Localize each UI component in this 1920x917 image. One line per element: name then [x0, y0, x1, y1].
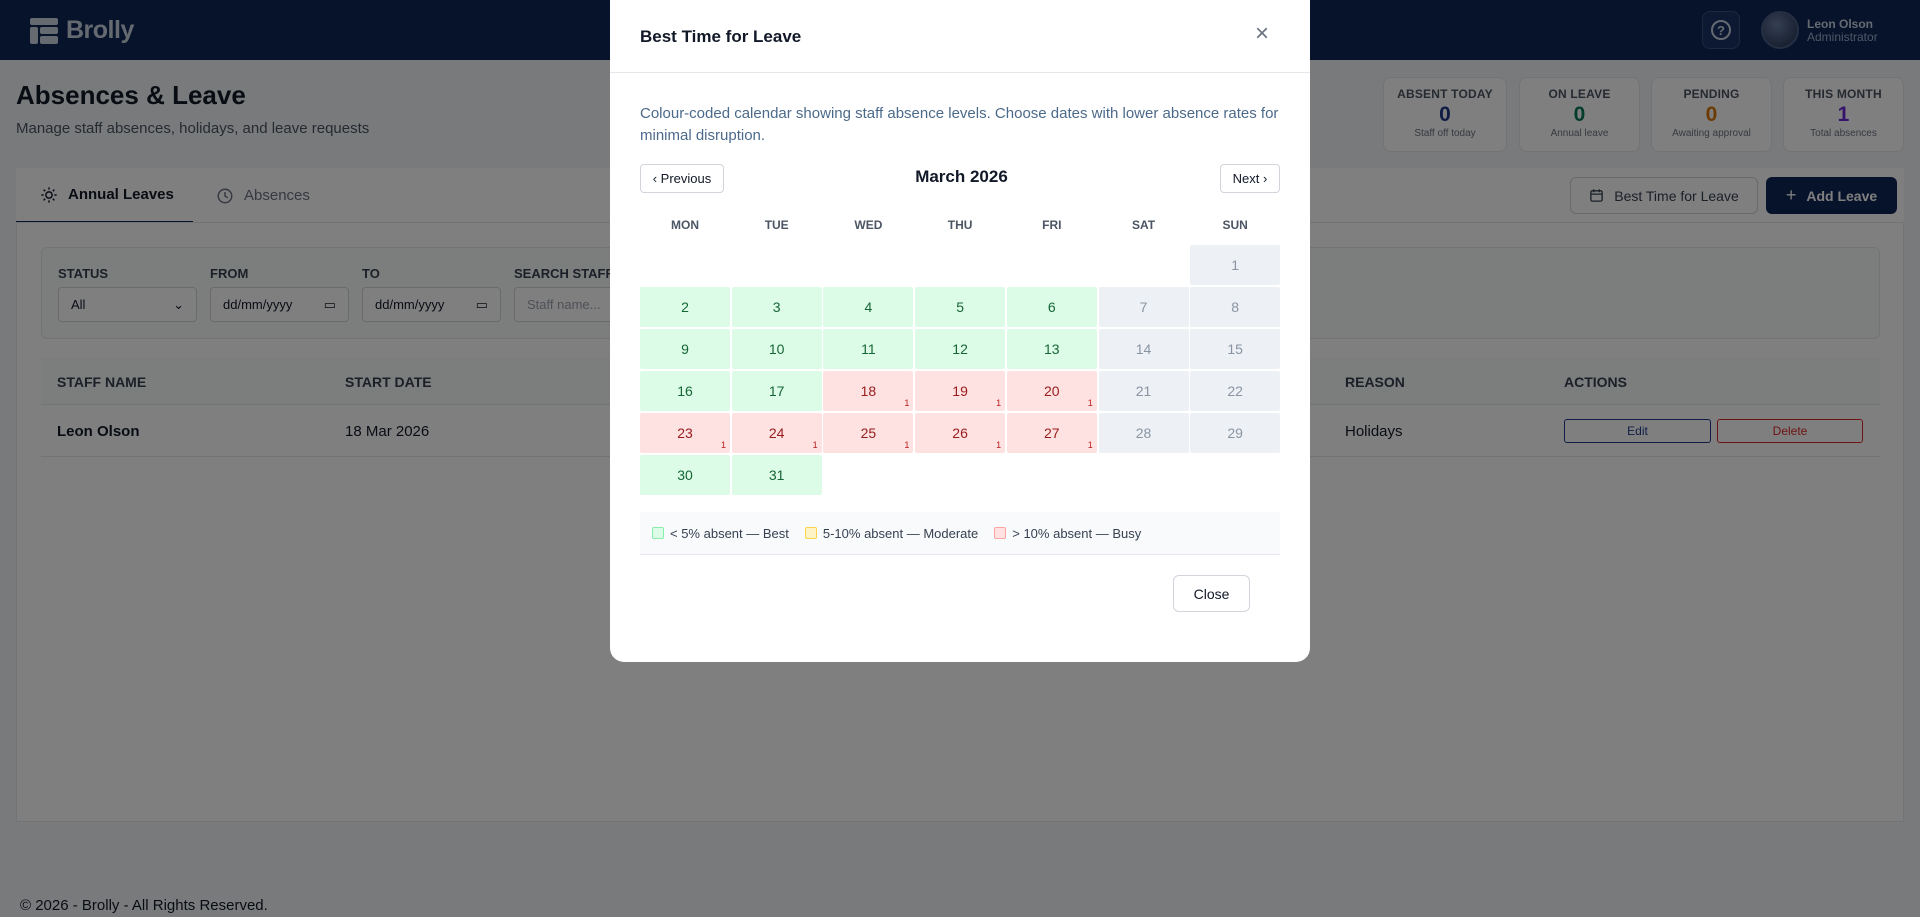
weekday-sun: SUN — [1222, 218, 1248, 232]
weekday-wed: WED — [854, 218, 883, 232]
legend-best: < 5% absent — Best — [652, 526, 789, 541]
next-month-button[interactable]: Next › — [1220, 164, 1280, 193]
day-number: 14 — [1135, 341, 1152, 357]
calendar-day[interactable]: 14 — [1098, 329, 1189, 369]
absence-count: 1 — [996, 398, 1002, 408]
calendar-day[interactable]: 7 — [1098, 287, 1189, 327]
close-button[interactable]: Close — [1173, 575, 1250, 612]
absence-count: 1 — [1087, 440, 1093, 450]
calendar-day[interactable]: 15 — [1190, 329, 1281, 369]
modal-title: Best Time for Leave — [640, 27, 802, 46]
day-number: 8 — [1231, 299, 1240, 315]
calendar-day[interactable]: 12 — [915, 329, 1006, 369]
weekday-fri: FRI — [1042, 218, 1062, 232]
day-number: 20 — [1044, 383, 1060, 399]
absence-count: 1 — [996, 440, 1002, 450]
calendar-day[interactable]: 27 1 — [1006, 413, 1097, 453]
legend-swatch — [652, 527, 664, 539]
calendar-day[interactable]: 20 1 — [1006, 371, 1097, 411]
best-time-modal: Best Time for Leave × Colour-coded calen… — [610, 0, 1310, 662]
calendar-day[interactable]: 30 — [640, 455, 730, 495]
legend-swatch — [994, 527, 1007, 539]
calendar-day[interactable]: 26 1 — [915, 413, 1006, 453]
calendar-day[interactable]: 17 — [731, 371, 822, 411]
day-number: 5 — [956, 299, 964, 315]
absence-count: 1 — [904, 440, 910, 450]
calendar-day[interactable]: 8 — [1190, 287, 1281, 327]
calendar-day[interactable]: 21 — [1098, 371, 1189, 411]
day-number: 29 — [1227, 425, 1243, 441]
weekday-mon: MON — [671, 218, 699, 232]
calendar-day[interactable]: 31 — [731, 455, 822, 495]
day-number: 11 — [861, 341, 876, 357]
day-number: 10 — [768, 341, 785, 357]
calendar-day[interactable]: 1 — [1190, 245, 1281, 285]
day-number: 15 — [1227, 341, 1243, 357]
day-number: 2 — [681, 299, 689, 315]
calendar-day[interactable]: 4 — [823, 287, 914, 327]
weekday-tue: TUE — [764, 218, 789, 232]
calendar-day[interactable]: 18 1 — [823, 371, 914, 411]
calendar-day[interactable]: 23 1 — [640, 413, 730, 453]
weekday-sat: SAT — [1131, 218, 1156, 232]
modal-divider — [610, 72, 1310, 73]
day-number: 25 — [860, 425, 877, 441]
absence-count: 1 — [904, 398, 910, 408]
legend-moderate: 5-10% absent — Moderate — [804, 525, 979, 541]
calendar-day[interactable]: 16 — [640, 371, 730, 411]
day-number: 27 — [1044, 425, 1060, 441]
day-number: 22 — [1227, 383, 1243, 399]
calendar-day[interactable]: 5 — [915, 287, 1006, 327]
legend-swatch — [804, 527, 817, 539]
day-number: 12 — [952, 341, 968, 357]
legend-label: 5-10% absent — Moderate — [822, 525, 979, 541]
day-number: 17 — [768, 383, 785, 399]
absence-count: 1 — [1087, 398, 1093, 408]
day-number: 7 — [1139, 299, 1148, 315]
calendar-day[interactable]: 2 — [640, 287, 730, 327]
legend-label: > 10% absent — Busy — [1012, 525, 1142, 541]
absence-count: 1 — [720, 440, 726, 450]
modal-description: Colour-coded calendar showing staff abse… — [640, 105, 1279, 144]
month-title: March 2026 — [915, 167, 1008, 186]
day-number: 3 — [772, 299, 781, 315]
day-number: 13 — [1044, 341, 1060, 357]
calendar-day[interactable]: 3 — [731, 287, 822, 327]
day-number: 6 — [1047, 299, 1056, 315]
close-icon[interactable]: × — [1254, 20, 1269, 47]
calendar-day[interactable]: 10 — [731, 329, 822, 369]
calendar-day[interactable]: 28 — [1098, 413, 1189, 453]
calendar-day[interactable]: 19 1 — [915, 371, 1006, 411]
calendar-day[interactable]: 25 1 — [823, 413, 914, 453]
day-number: 16 — [677, 383, 693, 399]
day-number: 23 — [677, 425, 693, 441]
day-number: 30 — [677, 467, 693, 483]
legend-label: < 5% absent — Best — [670, 525, 789, 541]
day-number: 4 — [864, 299, 873, 315]
absence-count: 1 — [812, 440, 818, 450]
previous-month-button[interactable]: ‹ Previous — [640, 164, 724, 193]
weekday-thu: THU — [947, 218, 973, 232]
day-number: 9 — [681, 341, 689, 357]
day-number: 31 — [768, 467, 785, 483]
calendar-day[interactable]: 11 — [823, 329, 914, 369]
day-number: 1 — [1231, 257, 1240, 273]
day-number: 19 — [952, 383, 968, 399]
day-number: 28 — [1135, 425, 1152, 441]
calendar-day[interactable]: 29 — [1190, 413, 1281, 453]
calendar-day[interactable]: 9 — [640, 329, 730, 369]
day-number: 24 — [768, 425, 785, 441]
calendar-day[interactable]: 13 — [1006, 329, 1097, 369]
day-number: 26 — [952, 425, 968, 441]
calendar-day[interactable]: 22 — [1190, 371, 1281, 411]
legend-busy: > 10% absent — Busy — [994, 526, 1141, 541]
calendar-day[interactable]: 6 — [1006, 287, 1097, 327]
day-number: 21 — [1135, 383, 1152, 399]
calendar-legend: < 5% absent — Best 5-10% absent — Modera… — [640, 512, 1280, 555]
day-number: 18 — [860, 383, 877, 399]
calendar-day[interactable]: 24 1 — [731, 413, 822, 453]
